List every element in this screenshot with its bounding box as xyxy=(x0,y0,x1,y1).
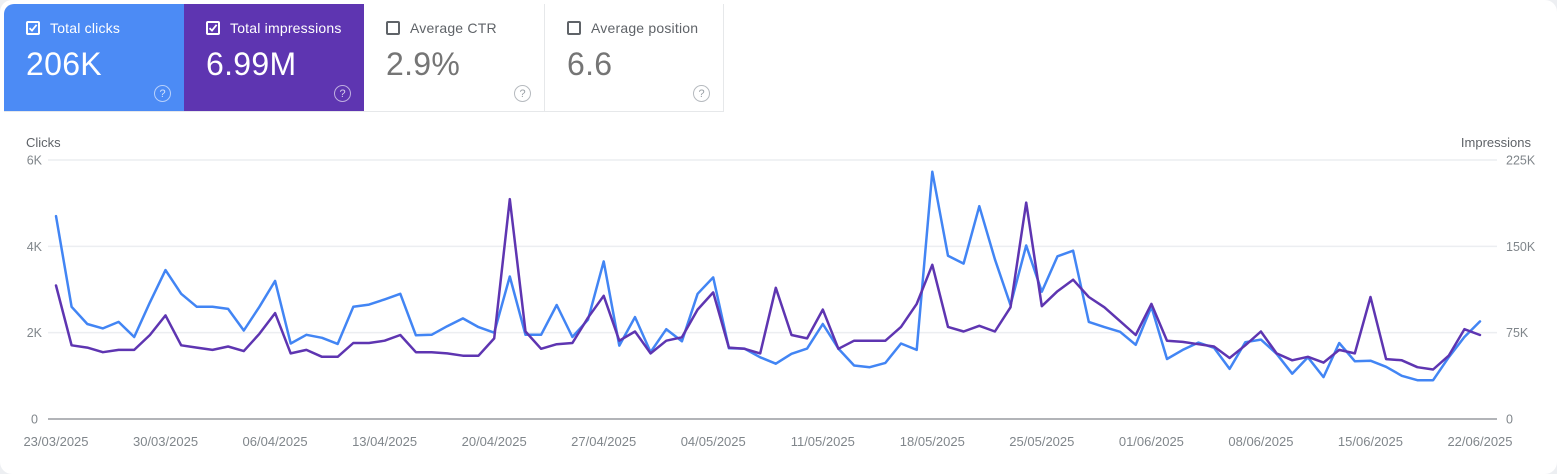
checkmark-icon xyxy=(208,24,218,32)
x-axis-date-label: 30/03/2025 xyxy=(133,434,198,449)
metric-card-total-impressions[interactable]: Total impressions 6.99M ? xyxy=(184,4,364,112)
metric-card-value: 6.6 xyxy=(567,46,613,82)
metric-card-header: Total clicks xyxy=(26,20,184,36)
checkbox-checked-icon[interactable] xyxy=(26,21,40,35)
x-axis-date-label: 23/03/2025 xyxy=(23,434,88,449)
x-axis-date-label: 11/05/2025 xyxy=(791,434,855,449)
left-axis-tick-label: 4K xyxy=(27,240,43,254)
x-axis-date-label: 06/04/2025 xyxy=(243,434,308,449)
x-axis-date-label: 18/05/2025 xyxy=(900,434,965,449)
series-line-total-impressions[interactable] xyxy=(54,197,1482,371)
right-axis-tick-label: 150K xyxy=(1506,240,1536,254)
metric-cards: Total clicks 206K ? Total impressions 6.… xyxy=(4,4,724,112)
x-axis-date-label: 25/05/2025 xyxy=(1009,434,1074,449)
metric-card-value: 6.99M xyxy=(206,46,297,82)
metric-card-average-ctr[interactable]: Average CTR 2.9% ? xyxy=(364,4,544,112)
x-axis-date-label: 22/06/2025 xyxy=(1447,434,1512,449)
clicks-impressions-line-chart[interactable]: 6K 225K 4K 150K 2K 75K 0 0 Clicks Impressions 23/0… xyxy=(0,130,1557,474)
performance-chart[interactable]: 6K 225K 4K 150K 2K 75K 0 0 Clicks Impressions 23/0… xyxy=(0,130,1557,474)
metric-card-label: Average CTR xyxy=(410,20,497,36)
x-axis-date-label: 27/04/2025 xyxy=(571,434,636,449)
metric-card-value: 206K xyxy=(26,46,102,82)
checkbox-unchecked-icon[interactable] xyxy=(386,21,400,35)
x-axis-date-label: 15/06/2025 xyxy=(1338,434,1403,449)
left-axis-zero-label: 0 xyxy=(31,413,38,427)
help-icon[interactable]: ? xyxy=(154,85,171,102)
metric-card-average-position[interactable]: Average position 6.6 ? xyxy=(544,4,724,112)
metric-card-header: Average CTR xyxy=(386,20,544,36)
checkmark-icon xyxy=(28,24,38,32)
x-axis-date-label: 13/04/2025 xyxy=(352,434,417,449)
x-axis-date-label: 01/06/2025 xyxy=(1119,434,1184,449)
metric-card-value: 2.9% xyxy=(386,46,461,82)
x-axis-date-label: 04/05/2025 xyxy=(681,434,746,449)
series-line-total-clicks[interactable] xyxy=(54,170,1482,382)
left-axis-title: Clicks xyxy=(26,135,61,150)
metric-card-label: Total clicks xyxy=(50,20,121,36)
checkbox-checked-icon[interactable] xyxy=(206,21,220,35)
left-axis-tick-label: 6K xyxy=(27,154,43,168)
metric-card-label: Average position xyxy=(591,20,699,36)
right-axis-tick-label: 225K xyxy=(1506,154,1536,168)
help-icon[interactable]: ? xyxy=(514,85,531,102)
metric-card-label: Total impressions xyxy=(230,20,342,36)
help-icon[interactable]: ? xyxy=(334,85,351,102)
left-axis-tick-label: 2K xyxy=(27,326,43,340)
x-axis-date-label: 08/06/2025 xyxy=(1228,434,1293,449)
right-axis-title: Impressions xyxy=(1461,135,1532,150)
right-axis-tick-label: 75K xyxy=(1506,326,1529,340)
right-axis-zero-label: 0 xyxy=(1506,413,1513,427)
metric-card-total-clicks[interactable]: Total clicks 206K ? xyxy=(4,4,184,112)
metric-card-header: Average position xyxy=(567,20,723,36)
x-axis-date-label: 20/04/2025 xyxy=(462,434,527,449)
metric-card-header: Total impressions xyxy=(206,20,364,36)
checkbox-unchecked-icon[interactable] xyxy=(567,21,581,35)
help-icon[interactable]: ? xyxy=(693,85,710,102)
